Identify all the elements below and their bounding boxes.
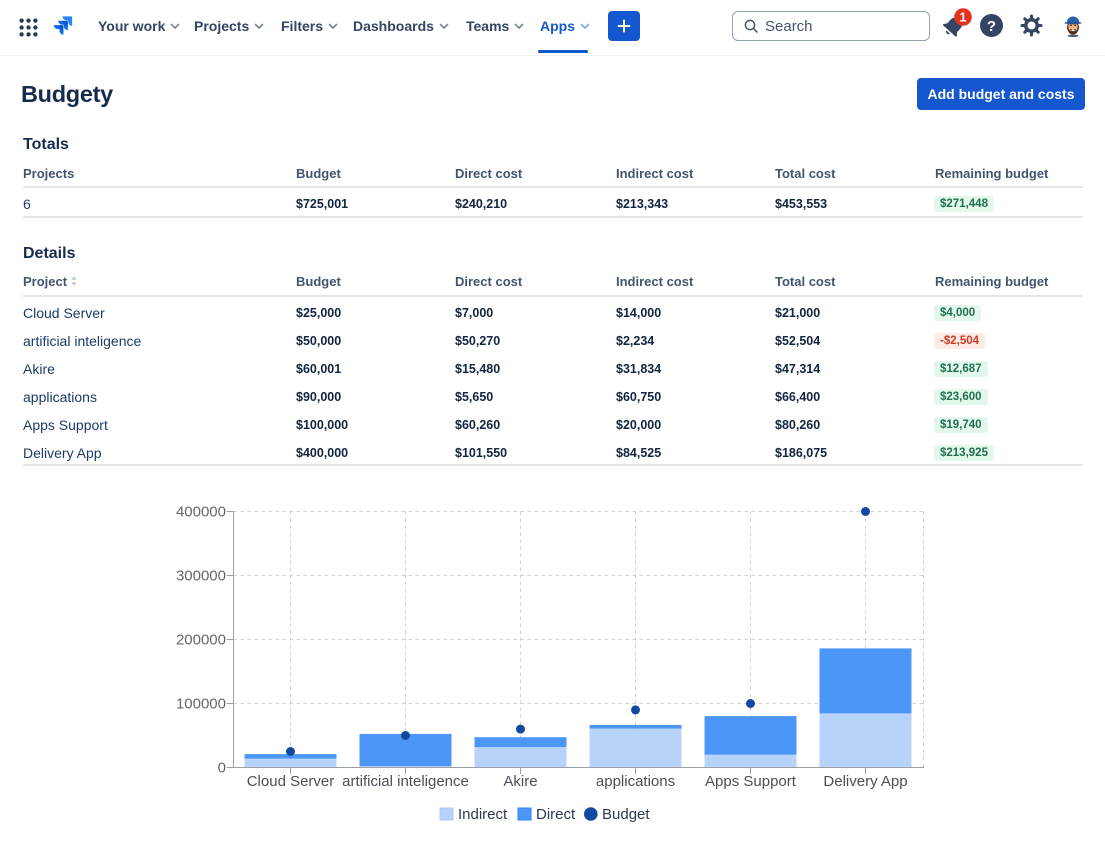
svg-text:400000: 400000 xyxy=(176,504,226,521)
svg-text:200000: 200000 xyxy=(176,632,226,649)
svg-text:?: ? xyxy=(987,18,996,35)
svg-text:Apps Support: Apps Support xyxy=(705,773,797,790)
svg-text:artificial inteligence: artificial inteligence xyxy=(342,773,469,790)
svg-text:1: 1 xyxy=(960,11,967,25)
svg-text:Cloud Server: Cloud Server xyxy=(247,773,335,790)
svg-text:Akire: Akire xyxy=(503,773,537,790)
svg-text:Indirect: Indirect xyxy=(458,806,508,823)
svg-text:applications: applications xyxy=(596,773,675,790)
svg-text:Direct: Direct xyxy=(536,806,576,823)
svg-text:0: 0 xyxy=(218,760,226,777)
svg-text:100000: 100000 xyxy=(176,696,226,713)
svg-text:300000: 300000 xyxy=(176,568,226,585)
svg-text:Delivery App: Delivery App xyxy=(823,773,907,790)
svg-text:Budget: Budget xyxy=(602,806,650,823)
